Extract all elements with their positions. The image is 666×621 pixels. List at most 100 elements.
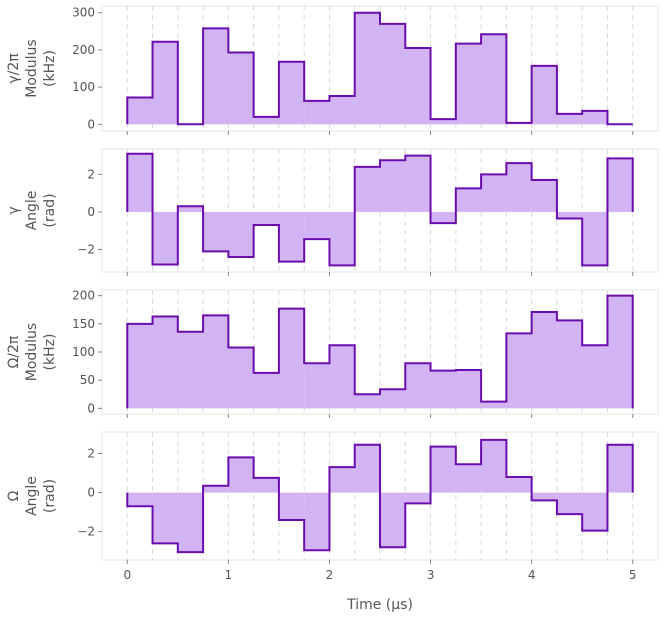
bar-segment bbox=[481, 174, 506, 212]
bar-segment bbox=[203, 486, 228, 493]
bar-segment bbox=[532, 312, 557, 408]
bar-segment bbox=[582, 345, 607, 408]
bar-segment bbox=[127, 493, 152, 507]
bar-segment bbox=[355, 167, 380, 212]
bar-segment bbox=[178, 332, 203, 409]
bar-segment bbox=[582, 493, 607, 531]
bar-segment bbox=[304, 101, 329, 124]
y-tick-label: 200 bbox=[72, 289, 95, 303]
y-tick-label: 0 bbox=[87, 117, 95, 131]
bar-segment bbox=[582, 212, 607, 266]
bar-segment bbox=[532, 493, 557, 501]
bar-segment bbox=[127, 324, 152, 409]
bar-segment bbox=[304, 493, 329, 551]
bar-segment bbox=[481, 440, 506, 493]
y-axis-title-line: γ/2π bbox=[6, 53, 22, 84]
x-tick-label: 2 bbox=[326, 568, 334, 582]
bar-segment bbox=[329, 96, 354, 124]
y-tick-label: 100 bbox=[72, 345, 95, 359]
x-tick-label: 0 bbox=[123, 568, 131, 582]
bar-segment bbox=[456, 188, 481, 211]
bar-segment bbox=[431, 212, 456, 223]
bar-segment bbox=[254, 373, 279, 409]
bar-segment bbox=[355, 13, 380, 125]
bar-segment bbox=[557, 493, 582, 514]
x-tick-label: 5 bbox=[629, 568, 637, 582]
bar-segment bbox=[153, 493, 178, 544]
bar-segment bbox=[380, 160, 405, 212]
x-tick-label: 1 bbox=[225, 568, 233, 582]
bar-segment bbox=[607, 158, 632, 212]
y-tick-label: 300 bbox=[72, 6, 95, 20]
bar-segment bbox=[228, 53, 253, 125]
bar-segment bbox=[203, 212, 228, 251]
bar-segment bbox=[127, 154, 152, 212]
x-tick-label: 4 bbox=[528, 568, 536, 582]
y-tick-label: 0 bbox=[87, 205, 95, 219]
bar-segment bbox=[481, 402, 506, 409]
bar-segment bbox=[279, 212, 304, 262]
bar-segment bbox=[279, 62, 304, 125]
bar-segment bbox=[607, 296, 632, 409]
bar-segment bbox=[456, 44, 481, 125]
y-axis-title-line: (rad) bbox=[42, 193, 58, 227]
y-tick-label: −2 bbox=[77, 242, 95, 256]
y-tick-label: 2 bbox=[87, 167, 95, 181]
y-tick-label: −2 bbox=[77, 525, 95, 539]
bar-segment bbox=[254, 478, 279, 493]
y-tick-label: 2 bbox=[87, 446, 95, 460]
bar-segment bbox=[228, 457, 253, 492]
bar-segment bbox=[532, 180, 557, 212]
bar-segment bbox=[203, 28, 228, 124]
y-axis-title-line: Ω bbox=[6, 490, 22, 501]
y-axis-title-line: Angle bbox=[24, 476, 40, 516]
bar-segment bbox=[532, 66, 557, 124]
bar-segment bbox=[405, 363, 430, 408]
y-tick-label: 50 bbox=[80, 373, 95, 387]
y-axis-title-line: Modulus bbox=[24, 323, 40, 381]
bar-segment bbox=[228, 347, 253, 408]
x-tick-label: 3 bbox=[427, 568, 435, 582]
bar-segment bbox=[355, 394, 380, 408]
bar-segment bbox=[506, 333, 531, 408]
bar-segment bbox=[380, 389, 405, 408]
bar-segment bbox=[456, 464, 481, 492]
bar-segment bbox=[506, 163, 531, 212]
bar-segment bbox=[557, 114, 582, 124]
bar-segment bbox=[380, 493, 405, 548]
bar-segment bbox=[153, 316, 178, 408]
bar-segment bbox=[254, 117, 279, 124]
bar-segment bbox=[355, 445, 380, 493]
bar-segment bbox=[279, 309, 304, 409]
y-tick-label: 200 bbox=[72, 43, 95, 57]
bar-segment bbox=[607, 445, 632, 493]
x-axis-title: Time (µs) bbox=[346, 597, 413, 613]
y-axis-title-line: (kHz) bbox=[42, 50, 58, 87]
y-axis-title-line: (kHz) bbox=[42, 334, 58, 371]
bar-segment bbox=[153, 42, 178, 125]
bar-segment bbox=[431, 371, 456, 409]
y-tick-label: 0 bbox=[87, 486, 95, 500]
bar-segment bbox=[481, 34, 506, 124]
bar-segment bbox=[582, 111, 607, 124]
bar-segment bbox=[178, 493, 203, 553]
y-tick-label: 150 bbox=[72, 317, 95, 331]
bar-segment bbox=[557, 320, 582, 408]
bar-segment bbox=[405, 493, 430, 504]
bar-segment bbox=[304, 363, 329, 408]
bar-segment bbox=[203, 315, 228, 408]
bar-segment bbox=[405, 48, 430, 124]
bar-segment bbox=[153, 212, 178, 265]
bar-segment bbox=[254, 212, 279, 225]
bar-segment bbox=[380, 24, 405, 124]
y-axis-title-line: Ω/2π bbox=[6, 335, 22, 368]
bar-segment bbox=[329, 345, 354, 408]
y-tick-label: 100 bbox=[72, 80, 95, 94]
bar-segment bbox=[279, 493, 304, 520]
y-axis-title-line: (rad) bbox=[42, 479, 58, 513]
